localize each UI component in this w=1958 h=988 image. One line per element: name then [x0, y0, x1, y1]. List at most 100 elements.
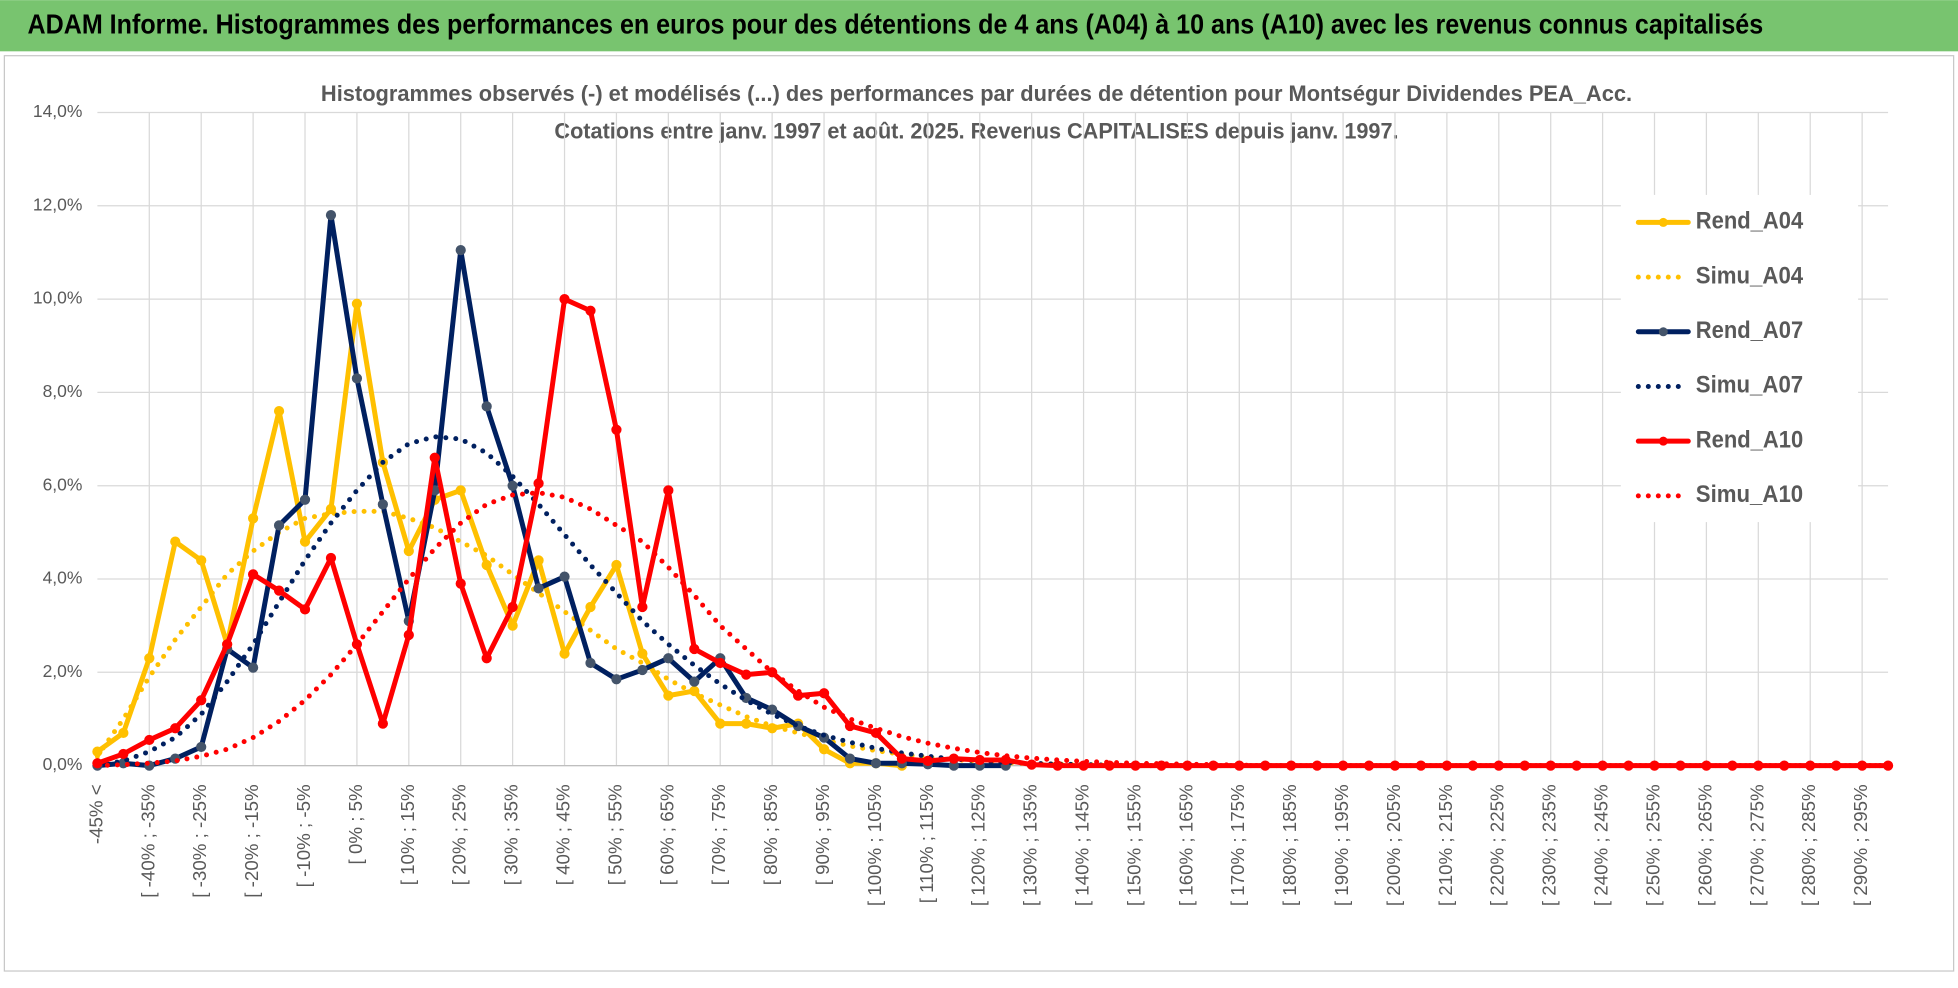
point	[974, 754, 985, 766]
y-tick-label: 14,0%	[33, 101, 83, 121]
point	[118, 748, 129, 760]
point	[870, 758, 882, 769]
point	[481, 401, 492, 412]
x-tick-label: [ 40% ; 45%	[552, 784, 573, 885]
point	[663, 690, 674, 701]
point	[818, 744, 830, 755]
point	[663, 653, 674, 664]
y-tick-label: 8,0%	[43, 381, 83, 401]
point	[325, 210, 337, 221]
legend-marker	[1658, 327, 1668, 337]
point	[247, 569, 259, 580]
header-title: ADAM Informe. Histogrammes des performan…	[27, 9, 1763, 40]
point	[741, 718, 752, 729]
y-tick-label: 10,0%	[33, 288, 83, 308]
x-tick-label: [ 210% ; 215%	[1435, 784, 1456, 906]
x-tick-label: [ 240% ; 245%	[1591, 784, 1612, 906]
x-tick-label: [ 120% ; 125%	[968, 784, 989, 906]
point	[455, 245, 466, 256]
point	[844, 753, 856, 764]
point	[559, 648, 570, 659]
plot	[92, 210, 1894, 771]
legend-marker	[1658, 436, 1668, 446]
legend-marker	[1658, 217, 1668, 227]
point	[455, 578, 466, 589]
point	[118, 727, 129, 739]
point	[377, 718, 388, 729]
point	[196, 741, 207, 753]
legend-label: Rend_A10	[1696, 427, 1803, 453]
y-tick-label: 6,0%	[43, 474, 83, 494]
point	[455, 485, 466, 496]
x-tick-label: [ -30% ; -25%	[189, 784, 210, 897]
point	[689, 643, 700, 655]
y-tick-label: 4,0%	[43, 568, 83, 588]
x-tick-label: [ 170% ; 175%	[1227, 784, 1248, 906]
point	[741, 669, 752, 680]
point	[715, 657, 726, 669]
point	[507, 480, 518, 491]
x-tick-label: [ 220% ; 225%	[1487, 784, 1508, 906]
x-tick-label: [ 200% ; 205%	[1383, 784, 1404, 906]
x-tick-label: [ 290% ; 295%	[1850, 784, 1871, 906]
point	[507, 620, 518, 631]
point	[377, 499, 388, 510]
point	[533, 478, 544, 489]
point	[481, 653, 492, 664]
point	[611, 424, 622, 435]
point	[403, 545, 414, 557]
x-tick-label: [ 150% ; 155%	[1123, 784, 1144, 906]
point	[715, 718, 726, 729]
point	[196, 695, 207, 706]
point	[247, 662, 259, 673]
x-tick-label: [ 50% ; 55%	[604, 784, 625, 885]
x-tick-label: [ 10% ; 15%	[397, 784, 418, 885]
x-tick-label: [ 30% ; 35%	[501, 784, 522, 885]
point	[637, 601, 648, 613]
point	[585, 657, 596, 669]
point	[351, 373, 363, 384]
point	[144, 734, 155, 746]
point	[351, 298, 363, 309]
point	[611, 559, 622, 571]
point	[403, 629, 414, 641]
x-tick-label: [ 190% ; 195%	[1331, 784, 1352, 906]
point	[507, 601, 518, 613]
y-tick-label: 0,0%	[43, 754, 83, 774]
point	[533, 583, 544, 594]
x-tick-label: [ 280% ; 285%	[1798, 784, 1819, 906]
point	[689, 676, 700, 687]
point	[222, 639, 233, 650]
point	[818, 688, 830, 699]
legend-label: Simu_A04	[1696, 263, 1804, 289]
x-tick-label: [ 270% ; 275%	[1746, 784, 1767, 906]
series-line	[94, 296, 1891, 769]
point	[299, 604, 311, 615]
x-tick-label: [ 60% ; 65%	[656, 784, 677, 885]
point	[637, 648, 648, 659]
point	[273, 520, 285, 531]
y-tick-label: 2,0%	[43, 661, 83, 681]
legend-label: Simu_A10	[1696, 482, 1803, 508]
point	[896, 753, 908, 764]
point	[637, 664, 648, 676]
point	[196, 555, 207, 566]
x-tick-label: [ 180% ; 185%	[1279, 784, 1300, 906]
legend: Rend_A04 Simu_A04 Rend_A07 Simu_A07 Rend_A10…	[1620, 194, 1859, 523]
x-tick-label: [ 230% ; 235%	[1539, 784, 1560, 906]
point	[585, 601, 596, 613]
x-tick-label: [ 0% ; 5%	[345, 784, 366, 864]
point	[559, 571, 570, 582]
x-tick-label: [ 80% ; 85%	[760, 784, 781, 885]
point	[325, 552, 337, 564]
point	[299, 494, 311, 505]
x-tick-label: [ 20% ; 25%	[449, 784, 470, 885]
point	[481, 559, 492, 571]
point	[299, 536, 311, 547]
x-tick-label: -45% <	[85, 784, 106, 844]
x-tick-label: [ 70% ; 75%	[708, 784, 729, 885]
point	[273, 585, 285, 596]
y-tick-label: 12,0%	[33, 194, 83, 214]
point	[170, 723, 181, 734]
x-tick-label: [ -10% ; -5%	[293, 784, 314, 887]
